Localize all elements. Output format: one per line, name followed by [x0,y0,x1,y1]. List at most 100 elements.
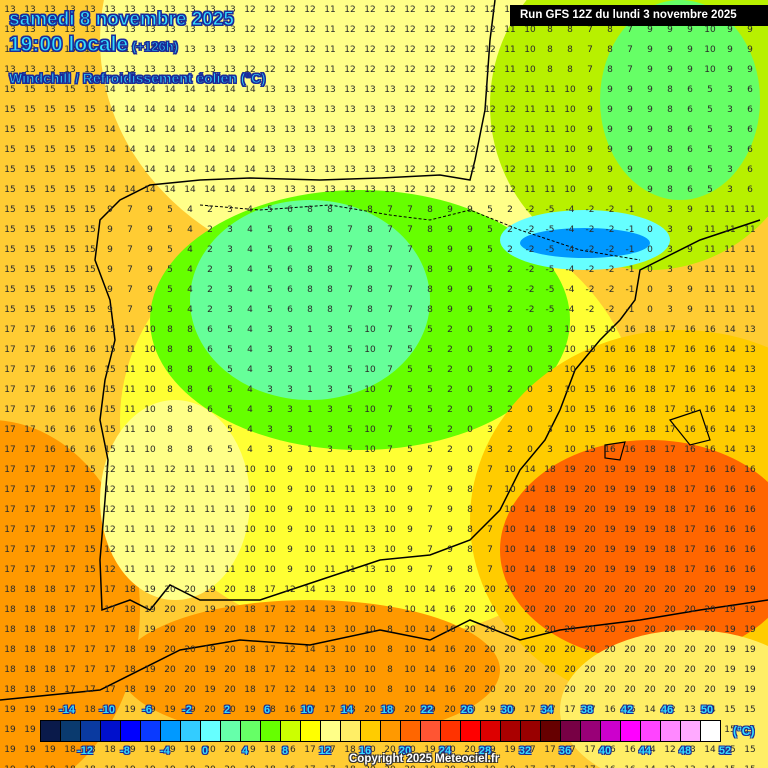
grid-value: 16 [720,485,740,495]
grid-value: 12 [480,165,500,175]
grid-value: 9 [440,285,460,295]
legend-swatch [221,721,241,741]
legend-swatch [581,721,601,741]
grid-value: 7 [380,285,400,295]
grid-value: -4 [560,305,580,315]
grid-value: 14 [420,645,440,655]
grid-value: 11 [540,125,560,135]
grid-value: 9 [680,45,700,55]
grid-value: -2 [600,205,620,215]
grid-value: 5 [700,85,720,95]
grid-value: 9 [620,185,640,195]
grid-value: 14 [120,125,140,135]
grid-value: 12 [400,165,420,175]
grid-value: 20 [560,625,580,635]
grid-value: 11 [120,465,140,475]
grid-value: 10 [340,585,360,595]
legend-swatch [301,721,321,741]
grid-value: 4 [180,225,200,235]
grid-value: 16 [740,465,760,475]
grid-value: 15 [20,85,40,95]
grid-value: 12 [480,145,500,155]
grid-value: 12 [100,545,120,555]
grid-value: 14 [520,485,540,495]
grid-value: 16 [600,345,620,355]
grid-value: 11 [700,305,720,315]
grid-value: 11 [220,485,240,495]
grid-value: 3 [720,145,740,155]
grid-value: 12 [440,165,460,175]
grid-value: 7 [480,545,500,555]
grid-value: 5 [340,365,360,375]
grid-value: 18 [640,385,660,395]
legend-swatch [361,721,381,741]
grid-value: 8 [540,25,560,35]
grid-value: 14 [720,365,740,375]
grid-value: 11 [540,105,560,115]
grid-value: 13 [380,165,400,175]
grid-value: 7 [420,525,440,535]
grid-value: 10 [360,665,380,675]
grid-value: 10 [560,105,580,115]
grid-value: 11 [540,165,560,175]
grid-value: 11 [140,525,160,535]
grid-value: 5 [420,365,440,375]
grid-value: 10 [240,505,260,515]
grid-value: 8 [180,365,200,375]
grid-value: 9 [400,465,420,475]
grid-value: 18 [540,505,560,515]
grid-value: 12 [440,145,460,155]
grid-value: -4 [560,245,580,255]
grid-value: 17 [680,565,700,575]
grid-value: 20 [220,585,240,595]
grid-value: 12 [340,25,360,35]
grid-value: 17 [60,645,80,655]
grid-value: 20 [220,665,240,675]
grid-value: 16 [80,325,100,335]
grid-value: 5 [400,425,420,435]
grid-value: 13 [340,185,360,195]
grid-value: 18 [540,545,560,555]
grid-value: 20 [580,665,600,675]
grid-value: 20 [620,685,640,695]
grid-value: 17 [660,365,680,375]
grid-value: 5 [220,325,240,335]
grid-value: 13 [740,425,760,435]
grid-value: 16 [600,325,620,335]
grid-value: 9 [140,305,160,315]
grid-value: 6 [200,325,220,335]
grid-value: 11 [340,485,360,495]
grid-value: 7 [420,485,440,495]
grid-value: 17 [0,405,20,415]
grid-value: 9 [720,65,740,75]
grid-value: 19 [640,485,660,495]
grid-value: 20 [560,685,580,695]
grid-value: 12 [480,25,500,35]
grid-value: 10 [500,525,520,535]
grid-value: 15 [100,345,120,355]
grid-value: 8 [360,305,380,315]
grid-value: 17 [680,545,700,555]
grid-value: 17 [100,665,120,675]
grid-value: 12 [400,25,420,35]
grid-value: 3 [480,325,500,335]
grid-value: 19 [560,545,580,555]
grid-value: 20 [700,585,720,595]
grid-value: 8 [300,205,320,215]
grid-value: 12 [440,65,460,75]
grid-value: 19 [720,685,740,695]
grid-value: 10 [360,645,380,655]
grid-value: 11 [120,525,140,535]
legend-label: -2 [172,704,202,716]
grid-value: 2 [500,405,520,415]
grid-value: 2 [200,285,220,295]
grid-value: 10 [300,505,320,515]
grid-value: 20 [580,625,600,635]
grid-value: 11 [320,65,340,75]
grid-value: 12 [500,145,520,155]
grid-value: 13 [340,85,360,95]
grid-value: 12 [400,125,420,135]
grid-value: 10 [340,665,360,675]
grid-value: 18 [40,645,60,655]
grid-value: 3 [480,385,500,395]
